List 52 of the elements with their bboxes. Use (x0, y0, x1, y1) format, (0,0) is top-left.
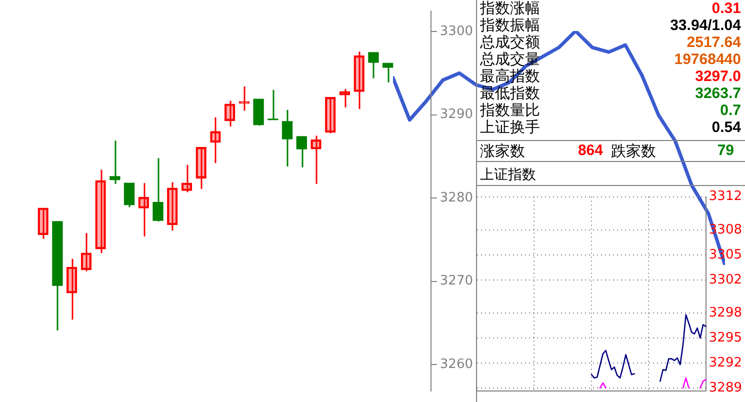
candlestick (339, 88, 350, 108)
annotation: 79 (716, 141, 735, 161)
candlestick (196, 146, 206, 190)
y-tick-label: 3289 (708, 380, 742, 396)
annotation: 指数量比 (480, 101, 540, 119)
y-tick-label: 3298 (708, 305, 742, 320)
annotation: 33.94/1.04 (670, 17, 741, 34)
candlestick (181, 164, 192, 194)
annotation: 跌家数 (611, 141, 657, 161)
candlestick (382, 62, 394, 84)
candlestick (310, 134, 322, 185)
annotation: 最低指数 (480, 84, 540, 102)
candlestick (368, 52, 379, 79)
annotation: 3263.7 (695, 85, 741, 102)
candlestick (66, 258, 78, 320)
chart-title: 上证指数 (477, 166, 745, 186)
candlestick (110, 140, 120, 185)
annotation: 3297.0 (695, 68, 741, 85)
y-tick-label: 3292 (708, 355, 742, 370)
annotation: 指数振幅 (480, 16, 540, 34)
candlestick (138, 182, 149, 238)
candlestick (95, 169, 106, 254)
candlestick (268, 89, 278, 121)
annotation: 涨家数 (480, 141, 526, 161)
y-tick-label: 3260 (440, 356, 474, 372)
candlestick (282, 109, 293, 168)
annotation: 上证换手 (480, 118, 540, 136)
annotation: 0.7 (720, 102, 741, 119)
y-tick-label: 3280 (440, 190, 474, 206)
y-tick-label: 3312 (708, 189, 742, 204)
candlestick (152, 157, 164, 222)
candlestick (80, 232, 92, 272)
candlestick (124, 182, 135, 208)
annotation: 864 (576, 141, 604, 161)
text: 指数涨幅 (480, 0, 540, 17)
y-tick-label: 3290 (440, 107, 474, 122)
candlestick (296, 136, 307, 168)
annotation: 0.54 (712, 119, 741, 136)
annotation: 总成交额 (480, 33, 540, 51)
annotation: 19768440 (674, 51, 741, 68)
text: 0.31 (712, 0, 741, 17)
candlestick (325, 96, 336, 134)
y-tick-label: 3300 (440, 24, 474, 39)
y-tick-label: 3302 (708, 272, 742, 288)
candlestick (224, 100, 236, 128)
y-tick-label: 3295 (708, 330, 742, 346)
candlestick (38, 207, 48, 240)
candlestick (354, 50, 364, 110)
candlestick (210, 116, 221, 164)
candlestick (167, 182, 178, 232)
y-tick-label: 3270 (440, 274, 474, 289)
annotation: 2517.64 (686, 34, 741, 51)
